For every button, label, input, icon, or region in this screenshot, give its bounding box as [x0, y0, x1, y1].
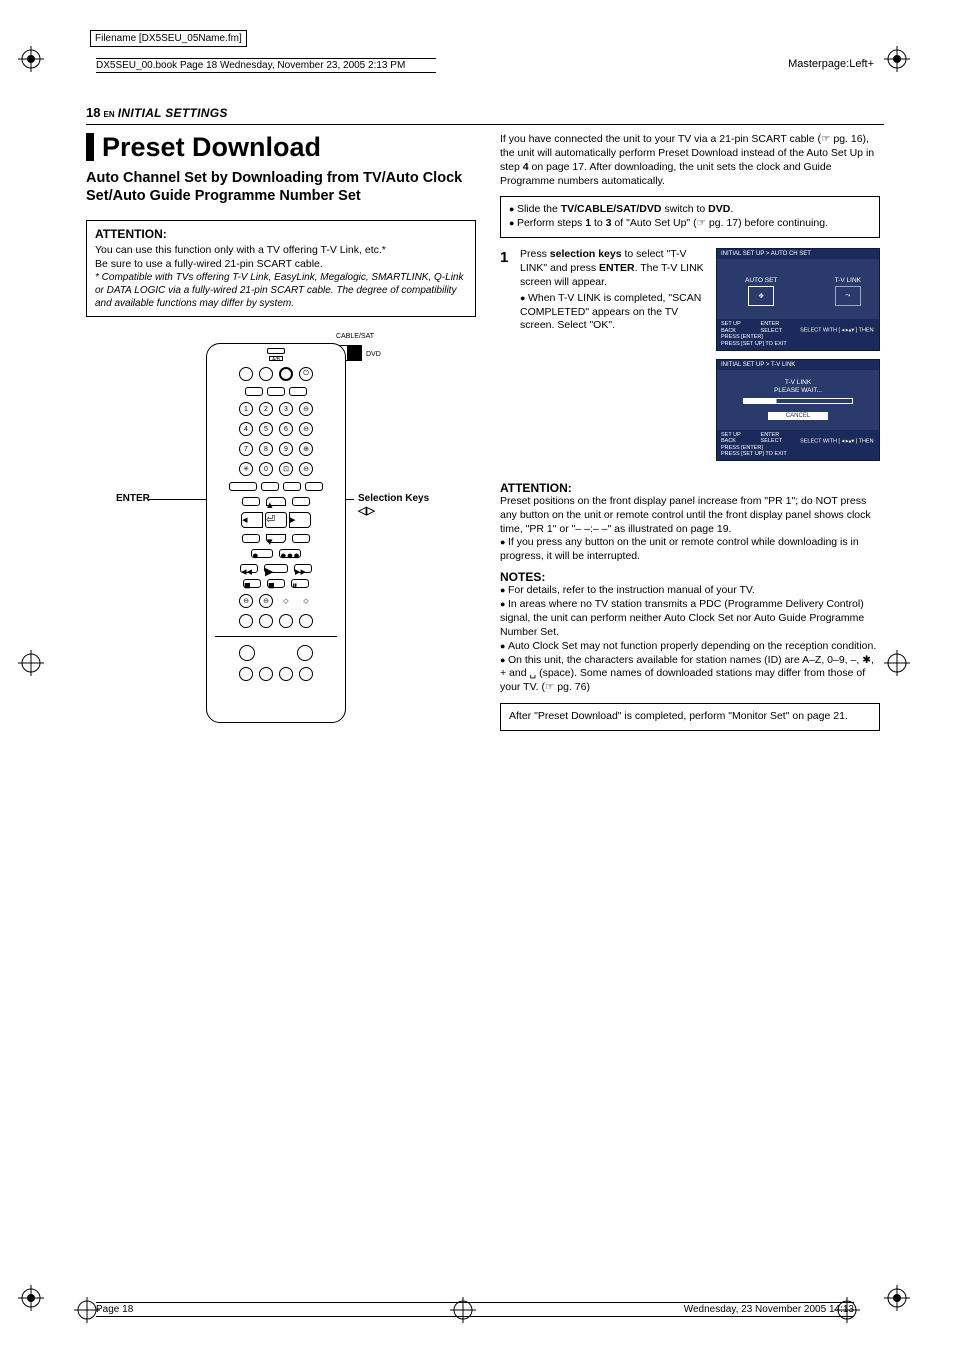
remote-row: ⏻ [207, 367, 345, 381]
after-box: After "Preset Download" is completed, pe… [500, 703, 880, 731]
remote-separator [215, 636, 337, 637]
reg-mark [884, 650, 910, 676]
note-item: Auto Clock Set may not function properly… [500, 640, 880, 654]
remote-row [207, 482, 345, 491]
callout-symbol: ◁▷ [358, 504, 429, 517]
page-number: 18 [86, 105, 100, 120]
osd-footer: SET UPBACK ENTERSELECT SELECT WITH [ ◂ ▸… [717, 319, 879, 349]
note-item: For details, refer to the instruction ma… [500, 584, 880, 598]
osd-body: AUTO SET✥ T-V LINK⤳ [717, 259, 879, 319]
remote-row: 789⊕ [207, 442, 345, 456]
remote-row: 456⊖ [207, 422, 345, 436]
head-rule [86, 124, 884, 125]
osd-cancel-button: CANCEL [768, 412, 828, 420]
remote-row: ●●●● [207, 549, 345, 558]
switch-label: DVD [366, 351, 381, 358]
attention2-heading: ATTENTION: [500, 481, 880, 495]
osd-message: T-V LINKPLEASE WAIT... [774, 379, 822, 395]
osd-screen-1: INITIAL SET UP > AUTO CH SET AUTO SET✥ T… [716, 248, 880, 350]
remote-dpad-row: ◂ ⏎ ▸ [207, 512, 345, 528]
filename-label: Filename [DX5SEU_05Name.fm] [90, 30, 247, 47]
remote-row [207, 667, 345, 681]
reg-mark [18, 650, 44, 676]
callout-enter: ENTER [116, 493, 150, 504]
prep-item: Slide the TV/CABLE/SAT/DVD switch to DVD… [509, 203, 871, 217]
remote-row [207, 645, 345, 661]
attention-heading: ATTENTION: [95, 227, 467, 243]
osd-title: INITIAL SET UP > T-V LINK [717, 360, 879, 370]
running-head: 18 EN INITIAL SETTINGS [86, 105, 884, 120]
right-column: If you have connected the unit to your T… [500, 133, 880, 733]
callout-text: Selection Keys [358, 493, 429, 504]
attention-line: You can use this function only with a TV… [95, 244, 467, 258]
remote-row: ▾ [207, 534, 345, 543]
remote-row: ▴ [207, 497, 345, 506]
preparation-box: Slide the TV/CABLE/SAT/DVD switch to DVD… [500, 196, 880, 238]
osd-screen-2: INITIAL SET UP > T-V LINK T-V LINKPLEASE… [716, 359, 880, 461]
osd-option: T-V LINK⤳ [835, 277, 861, 306]
remote-row: ✳0⊡⊖ [207, 462, 345, 476]
reg-mark [18, 46, 44, 72]
two-columns: Preset Download Auto Channel Set by Down… [86, 133, 884, 733]
osd-option: AUTO SET✥ [745, 277, 777, 306]
step-bullet: When T-V LINK is completed, "SCAN COMPLE… [520, 292, 708, 334]
page: Filename [DX5SEU_05Name.fm] DX5SEU_00.bo… [0, 0, 954, 1351]
step-and-osd: INITIAL SET UP > AUTO CH SET AUTO SET✥ T… [500, 248, 880, 475]
attention-box: ATTENTION: You can use this function onl… [86, 220, 476, 318]
remote-row: ■■⏸ [207, 579, 345, 588]
bookline: DX5SEU_00.book Page 18 Wednesday, Novemb… [96, 58, 436, 73]
footer-date: Wednesday, 23 November 2005 14:13 [684, 1304, 854, 1315]
remote-label: A/B [269, 356, 283, 361]
osd-body: T-V LINKPLEASE WAIT... CANCEL [717, 370, 879, 430]
osd-progress-bar [743, 398, 853, 404]
remote-row: 123⊖ [207, 402, 345, 416]
step-1: 1 Press selection keys to select "T-V LI… [500, 248, 708, 333]
step-body: Press selection keys to select "T-V LINK… [520, 248, 708, 333]
note-item: In areas where no TV station transmits a… [500, 598, 880, 640]
osd-stack: INITIAL SET UP > AUTO CH SET AUTO SET✥ T… [716, 248, 880, 469]
osd-footer: SET UPBACK ENTERSELECT SELECT WITH [ ◂ ▸… [717, 430, 879, 460]
remote-row: ◂◂▶▸▸ [207, 564, 345, 573]
step-number: 1 [500, 248, 514, 333]
remote-outline: A/B ⏻ 123⊖ 456⊖ 789⊕ ✳0⊡⊖ ▴ ◂ ⏎ ▸ [206, 343, 346, 723]
attention-footnote: * Compatible with TVs offering T-V Link,… [95, 271, 467, 310]
reg-mark [18, 1285, 44, 1311]
intro-paragraph: If you have connected the unit to your T… [500, 133, 880, 188]
switch-label: CABLE/SAT [336, 333, 374, 340]
footer: Page 18 Wednesday, 23 November 2005 14:1… [96, 1302, 854, 1317]
section-name: INITIAL SETTINGS [118, 106, 228, 120]
leader-line [148, 499, 206, 500]
notes-body: For details, refer to the instruction ma… [500, 584, 880, 695]
remote-row [207, 387, 345, 396]
remote-row: ⊖⊖◇◇ [207, 594, 345, 608]
remote-diagram: CABLE/SAT TV DVD ➡ ENTER Selection Keys … [86, 333, 476, 733]
content-area: 18 EN INITIAL SETTINGS Preset Download A… [86, 105, 884, 733]
footer-page: Page 18 [96, 1304, 133, 1315]
masterpage-label: Masterpage:Left+ [788, 58, 874, 70]
note-item: On this unit, the characters available f… [500, 654, 880, 696]
attention-line: Be sure to use a fully-wired 21-pin SCAR… [95, 258, 467, 272]
attention2-text: Preset positions on the front display pa… [500, 495, 871, 535]
text: on page 17. After downloading, the unit … [500, 161, 832, 187]
notes-heading: NOTES: [500, 570, 880, 584]
page-title: Preset Download [86, 133, 476, 161]
remote-row [207, 614, 345, 628]
page-subtitle: Auto Channel Set by Downloading from TV/… [86, 169, 476, 205]
prep-item: Perform steps 1 to 3 of "Auto Set Up" (☞… [509, 217, 871, 231]
attention2-body: Preset positions on the front display pa… [500, 495, 880, 564]
callout-selection-keys: Selection Keys ◁▷ [358, 493, 429, 517]
lang-code: EN [104, 110, 115, 119]
osd-title: INITIAL SET UP > AUTO CH SET [717, 249, 879, 259]
left-column: Preset Download Auto Channel Set by Down… [86, 133, 476, 733]
reg-mark [884, 1285, 910, 1311]
reg-mark [884, 46, 910, 72]
attention2-bullet: If you press any button on the unit or r… [500, 536, 880, 564]
remote-ir-icon [267, 348, 285, 354]
